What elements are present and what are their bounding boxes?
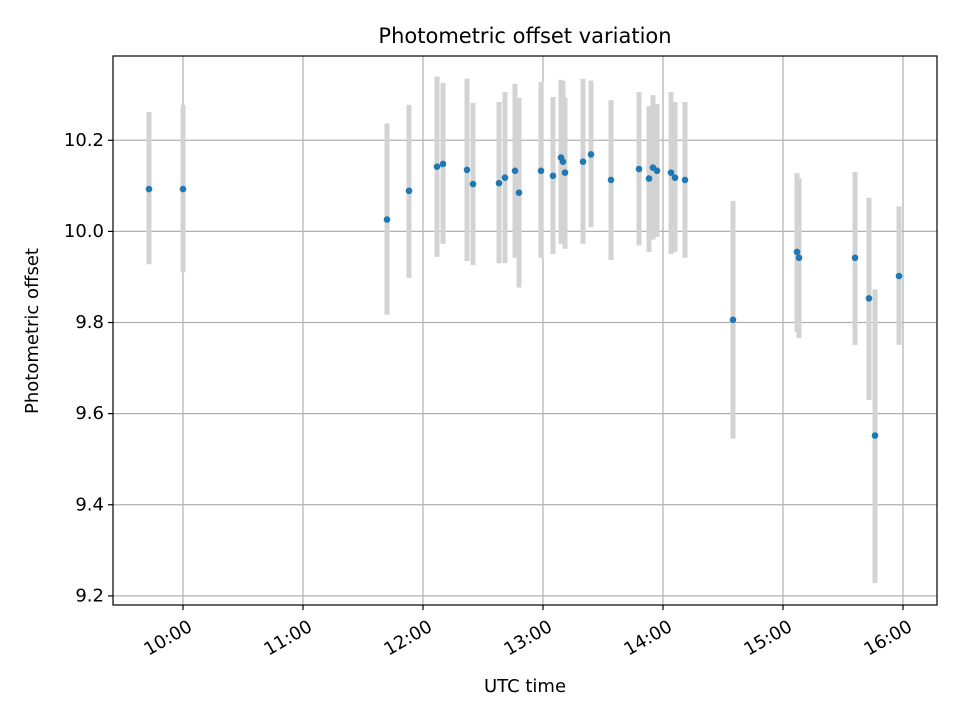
chart-title: Photometric offset variation: [378, 24, 671, 48]
y-tick-label: 9.2: [75, 585, 104, 606]
data-point: [865, 295, 873, 302]
y-tick-label: 10.0: [64, 221, 104, 242]
x-axis-label: UTC time: [484, 676, 566, 697]
data-point: [511, 167, 519, 175]
data-points: [145, 151, 903, 439]
data-point: [653, 167, 661, 175]
grid: [113, 56, 937, 605]
data-point: [549, 172, 557, 180]
data-point: [515, 189, 523, 196]
data-point: [667, 169, 675, 176]
data-point: [645, 175, 653, 182]
data-point: [793, 248, 801, 256]
data-point: [501, 174, 509, 181]
data-point: [469, 180, 477, 188]
data-point: [587, 151, 595, 158]
data-point: [681, 176, 689, 184]
data-point: [463, 166, 471, 174]
y-tick-label: 9.6: [75, 403, 104, 424]
data-point: [579, 158, 587, 165]
data-point: [607, 176, 615, 184]
data-point: [495, 179, 503, 187]
data-point: [383, 216, 391, 223]
data-point: [871, 432, 879, 439]
data-point: [179, 185, 187, 193]
y-tick-label: 10.2: [64, 130, 104, 151]
data-point: [635, 165, 643, 173]
data-point: [433, 163, 441, 171]
y-tick-label: 9.8: [75, 312, 104, 333]
data-point: [729, 316, 737, 324]
data-point: [145, 185, 153, 193]
data-point: [561, 169, 569, 176]
data-point: [559, 158, 567, 165]
plot-frame: [112, 55, 938, 606]
data-point: [851, 254, 859, 262]
y-axis-ticks: 9.2 9.4 9.6 9.8 10.0 10.2: [64, 130, 113, 606]
data-point: [795, 254, 803, 262]
data-point: [537, 167, 545, 175]
data-point: [671, 174, 679, 181]
y-tick-label: 9.4: [75, 494, 104, 515]
data-point: [439, 160, 447, 168]
y-axis-label: Photometric offset: [22, 248, 43, 414]
data-point: [895, 272, 903, 280]
data-point: [405, 187, 413, 195]
